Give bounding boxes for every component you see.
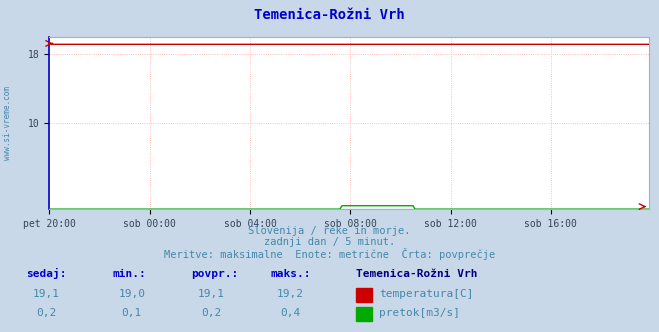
Text: Slovenija / reke in morje.: Slovenija / reke in morje. [248,226,411,236]
Text: Temenica-Rožni Vrh: Temenica-Rožni Vrh [254,8,405,22]
Text: pretok[m3/s]: pretok[m3/s] [379,308,460,318]
Text: min.:: min.: [112,269,146,279]
Text: 19,1: 19,1 [198,289,224,299]
Text: 0,4: 0,4 [280,308,300,318]
Text: 0,2: 0,2 [36,308,56,318]
Text: zadnji dan / 5 minut.: zadnji dan / 5 minut. [264,237,395,247]
Text: maks.:: maks.: [270,269,310,279]
Text: temperatura[C]: temperatura[C] [379,289,473,299]
Text: 0,2: 0,2 [201,308,221,318]
Text: sedaj:: sedaj: [26,268,67,280]
Text: 19,2: 19,2 [277,289,303,299]
Text: povpr.:: povpr.: [191,269,239,279]
Text: 0,1: 0,1 [122,308,142,318]
Text: 19,0: 19,0 [119,289,145,299]
Text: Temenica-Rožni Vrh: Temenica-Rožni Vrh [356,269,477,279]
Text: Meritve: maksimalne  Enote: metrične  Črta: povprečje: Meritve: maksimalne Enote: metrične Črta… [164,248,495,260]
Text: www.si-vreme.com: www.si-vreme.com [3,86,13,160]
Text: 19,1: 19,1 [33,289,59,299]
